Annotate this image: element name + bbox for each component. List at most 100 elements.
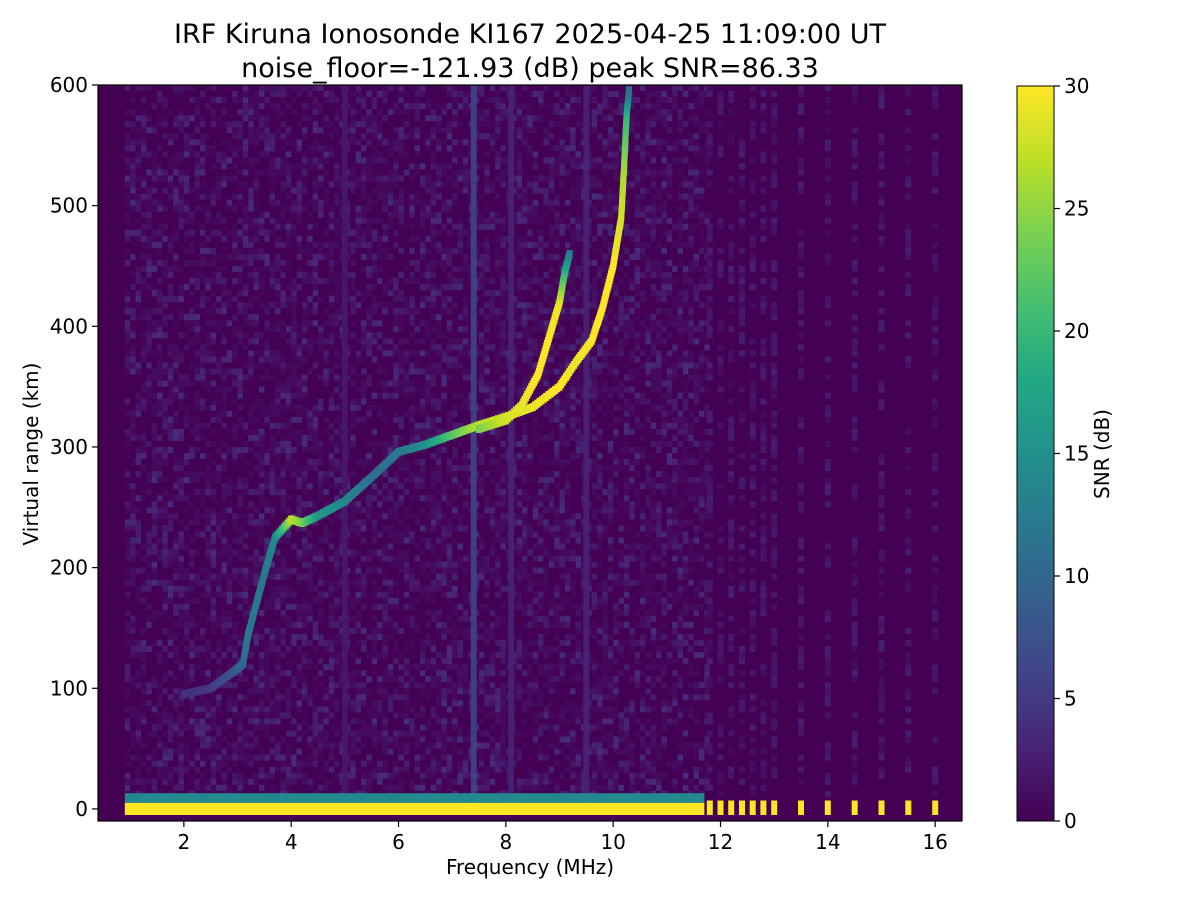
noise-cell	[291, 471, 297, 478]
noise-cell	[366, 772, 372, 779]
noise-cell	[522, 718, 528, 725]
noise-cell	[371, 646, 378, 652]
noise-cell	[430, 664, 437, 671]
noise-cell	[479, 634, 485, 640]
noise-cell	[130, 652, 136, 659]
noise-cell	[361, 459, 367, 465]
noise-cell	[130, 706, 136, 713]
noise-cell	[350, 121, 356, 128]
noise-cell	[221, 266, 227, 272]
noise-cell	[285, 422, 292, 429]
noise-cell	[269, 302, 276, 309]
noise-cell	[323, 736, 329, 743]
noise-cell	[162, 314, 168, 321]
noise-cell	[489, 736, 496, 743]
noise-cell	[253, 742, 259, 749]
noise-cell	[194, 513, 200, 520]
noise-cell	[269, 434, 276, 441]
noise-cell	[436, 694, 442, 701]
noise-cell	[307, 308, 313, 315]
noise-cell	[452, 362, 458, 369]
noise-cell	[242, 730, 249, 737]
noise-cell	[157, 434, 163, 441]
noise-cell	[382, 247, 388, 254]
noise-cell	[489, 543, 496, 550]
noise-cell	[382, 772, 388, 779]
noise-cell	[173, 260, 179, 266]
noise-cell	[436, 229, 442, 236]
noise-cell	[403, 459, 410, 465]
noise-cell	[248, 356, 254, 363]
noise-cell	[446, 754, 453, 761]
noise-cell	[361, 724, 367, 731]
noise-cell	[495, 163, 501, 170]
noise-cell	[253, 181, 259, 188]
noise-cell	[436, 579, 442, 586]
noise-cell	[414, 97, 420, 104]
noise-cell	[366, 121, 372, 128]
noise-cell	[420, 103, 426, 110]
noise-cell	[441, 266, 447, 272]
noise-cell	[140, 235, 147, 242]
noise-cell	[135, 591, 141, 598]
noise-cell	[269, 169, 276, 176]
noise-cell	[264, 543, 270, 550]
noise-cell	[355, 682, 361, 689]
noise-cell	[377, 157, 383, 164]
noise-cell	[334, 603, 340, 610]
noise-cell	[248, 513, 254, 520]
noise-cell	[387, 585, 394, 592]
noise-cell	[409, 664, 415, 671]
noise-cell	[167, 724, 174, 731]
noise-cell	[430, 453, 437, 459]
noise-cell	[516, 658, 522, 665]
noise-cell	[420, 296, 426, 303]
noise-cell	[312, 712, 319, 719]
noise-cell	[162, 603, 168, 610]
noise-cell	[328, 640, 335, 646]
noise-cell	[130, 332, 136, 339]
noise-cell	[301, 338, 308, 345]
noise-cell	[446, 422, 453, 429]
noise-cell	[259, 652, 265, 659]
noise-cell	[377, 778, 383, 785]
noise-cell	[420, 199, 426, 206]
noise-cell	[355, 549, 361, 556]
noise-cell	[516, 748, 522, 755]
noise-cell	[457, 778, 463, 785]
noise-cell	[532, 211, 539, 218]
noise-cell	[151, 567, 158, 574]
noise-cell	[264, 549, 270, 556]
noise-cell	[398, 290, 404, 297]
noise-cell	[500, 585, 506, 592]
noise-cell	[489, 308, 496, 315]
noise-cell	[232, 410, 238, 417]
noise-cell	[403, 308, 410, 315]
noise-cell	[495, 91, 501, 97]
noise-cell	[285, 585, 292, 592]
noise-cell	[527, 151, 533, 158]
noise-cell	[307, 253, 313, 260]
noise-cell	[446, 778, 453, 785]
noise-cell	[312, 718, 319, 725]
noise-cell	[516, 646, 522, 652]
noise-cell	[280, 169, 286, 176]
noise-cell	[318, 537, 324, 544]
noise-cell	[135, 434, 141, 441]
noise-cell	[355, 628, 361, 634]
noise-cell	[194, 700, 200, 707]
noise-cell	[441, 591, 447, 598]
noise-cell	[285, 260, 292, 266]
noise-cell	[232, 235, 238, 242]
noise-cell	[393, 362, 399, 369]
noise-cell	[146, 284, 152, 291]
noise-cell	[452, 199, 458, 206]
noise-cell	[489, 652, 496, 659]
noise-cell	[387, 670, 394, 677]
noise-cell	[532, 344, 539, 351]
noise-cell	[366, 712, 372, 719]
noise-cell	[130, 229, 136, 236]
noise-cell	[361, 320, 367, 327]
noise-cell	[452, 181, 458, 188]
noise-cell	[301, 115, 308, 122]
